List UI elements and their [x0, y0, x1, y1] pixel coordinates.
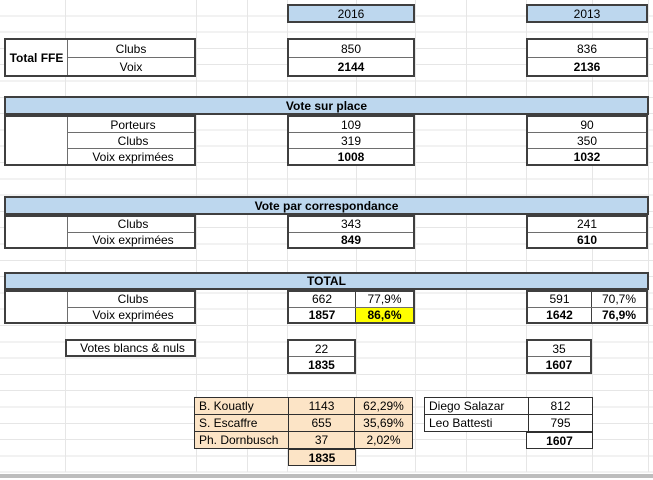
gridline: [247, 0, 248, 472]
candidate-votes[interactable]: 795: [550, 416, 571, 430]
value-cell[interactable]: 2144: [289, 57, 413, 75]
candidates-2016-table: B. Kouatly 1143 62,29% S. Escaffre 655 3…: [194, 397, 413, 449]
vote-sur-place-values-2013: 90 350 1032: [526, 115, 648, 166]
spacer-cell: [6, 292, 68, 322]
value-cell[interactable]: 591: [528, 292, 592, 307]
candidate-name[interactable]: S. Escaffre: [195, 415, 289, 431]
row-label[interactable]: Porteurs: [110, 117, 156, 132]
total-ffe-block: Total FFE Clubs Voix: [4, 38, 196, 77]
value-cell[interactable]: 610: [528, 231, 646, 248]
value-cell[interactable]: 1642: [528, 307, 592, 322]
candidates-2013-total-box: 1607: [526, 431, 593, 449]
value-cell[interactable]: 90: [580, 117, 594, 132]
value-cell[interactable]: 2136: [528, 57, 646, 75]
section-header-total[interactable]: TOTAL: [4, 272, 649, 290]
row-label[interactable]: Clubs: [117, 217, 149, 232]
vote-par-correspondance-values-2016: 343 849: [287, 215, 415, 249]
candidate-votes[interactable]: 37: [289, 432, 355, 448]
spacer-cell: [6, 217, 68, 247]
value-cell[interactable]: 1607: [527, 432, 592, 448]
value-cell[interactable]: 1032: [528, 148, 646, 164]
votes-blancs-nuls-2013: 35 1607: [526, 339, 592, 374]
value-cell[interactable]: 836: [576, 41, 598, 56]
value-cell[interactable]: 1857: [289, 307, 356, 322]
percent-cell[interactable]: 77,9%: [367, 292, 402, 307]
candidate-votes[interactable]: 812: [550, 399, 571, 413]
candidate-name[interactable]: Leo Battesti: [425, 415, 529, 431]
value-cell[interactable]: 1607: [528, 356, 590, 372]
row-label[interactable]: Voix exprimées: [68, 231, 194, 248]
total-values-2013: 591 70,7% 1642 76,9%: [526, 290, 648, 324]
row-label[interactable]: Voix exprimées: [68, 148, 194, 164]
value-cell[interactable]: 1835: [289, 449, 355, 465]
total-labels: Clubs Voix exprimées: [4, 290, 196, 324]
sheet-bottom-edge: [0, 474, 653, 478]
value-cell[interactable]: 850: [340, 41, 362, 56]
total-ffe-values-2016: 850 2144: [287, 38, 415, 77]
candidates-2013-table: Diego Salazar 812 Leo Battesti 795: [424, 397, 593, 432]
row-label[interactable]: Clubs: [115, 41, 147, 56]
votes-blancs-nuls-2016: 22 1835: [287, 339, 356, 374]
section-header-vote-par-correspondance[interactable]: Vote par correspondance: [4, 196, 649, 215]
value-cell[interactable]: 662: [289, 292, 356, 307]
row-label[interactable]: Voix exprimées: [68, 306, 194, 323]
row-label[interactable]: Clubs: [68, 132, 194, 148]
total-ffe-title[interactable]: Total FFE: [6, 40, 68, 75]
value-cell[interactable]: 35: [552, 341, 566, 356]
gridline: [196, 0, 197, 472]
candidate-name[interactable]: Diego Salazar: [425, 398, 529, 414]
total-values-2016: 662 77,9% 1857 86,6%: [287, 290, 415, 324]
vote-sur-place-values-2016: 109 319 1008: [287, 115, 415, 166]
year-header-2013[interactable]: 2013: [526, 4, 648, 23]
percent-cell[interactable]: 76,9%: [601, 307, 637, 322]
value-cell[interactable]: 241: [576, 217, 598, 232]
percent-cell[interactable]: 70,7%: [601, 292, 637, 307]
value-cell[interactable]: 1835: [289, 356, 354, 372]
gridline: [415, 0, 416, 472]
candidate-votes[interactable]: 655: [289, 415, 355, 431]
value-cell[interactable]: 343: [340, 217, 362, 232]
candidate-votes[interactable]: 1143: [289, 398, 355, 414]
gridline: [648, 0, 649, 472]
row-label[interactable]: Clubs: [117, 292, 149, 307]
value-cell[interactable]: 22: [314, 341, 329, 356]
candidate-percent[interactable]: 35,69%: [363, 416, 404, 430]
value-cell[interactable]: 1008: [289, 148, 413, 164]
vote-sur-place-labels: Porteurs Clubs Voix exprimées: [4, 115, 196, 166]
votes-blancs-nuls-label-box: Votes blancs & nuls: [65, 339, 196, 357]
percent-cell-highlighted[interactable]: 86,6%: [356, 307, 413, 322]
candidate-percent[interactable]: 62,29%: [363, 399, 404, 413]
row-label[interactable]: Voix: [68, 57, 194, 75]
spacer-cell: [6, 117, 68, 164]
candidates-2016-total-box: 1835: [288, 448, 356, 466]
row-label[interactable]: Votes blancs & nuls: [80, 341, 185, 355]
value-cell[interactable]: 350: [528, 132, 646, 148]
value-cell[interactable]: 849: [289, 231, 413, 248]
candidate-name[interactable]: Ph. Dornbusch: [195, 432, 289, 448]
total-ffe-values-2013: 836 2136: [526, 38, 648, 77]
value-cell[interactable]: 319: [289, 132, 413, 148]
value-cell[interactable]: 109: [340, 117, 362, 132]
section-header-vote-sur-place[interactable]: Vote sur place: [4, 96, 649, 115]
vote-par-correspondance-values-2013: 241 610: [526, 215, 648, 249]
candidate-percent[interactable]: 2,02%: [366, 433, 401, 447]
vote-par-correspondance-labels: Clubs Voix exprimées: [4, 215, 196, 249]
candidate-name[interactable]: B. Kouatly: [195, 398, 289, 414]
year-header-2016[interactable]: 2016: [287, 4, 415, 23]
gridline: [466, 0, 467, 472]
